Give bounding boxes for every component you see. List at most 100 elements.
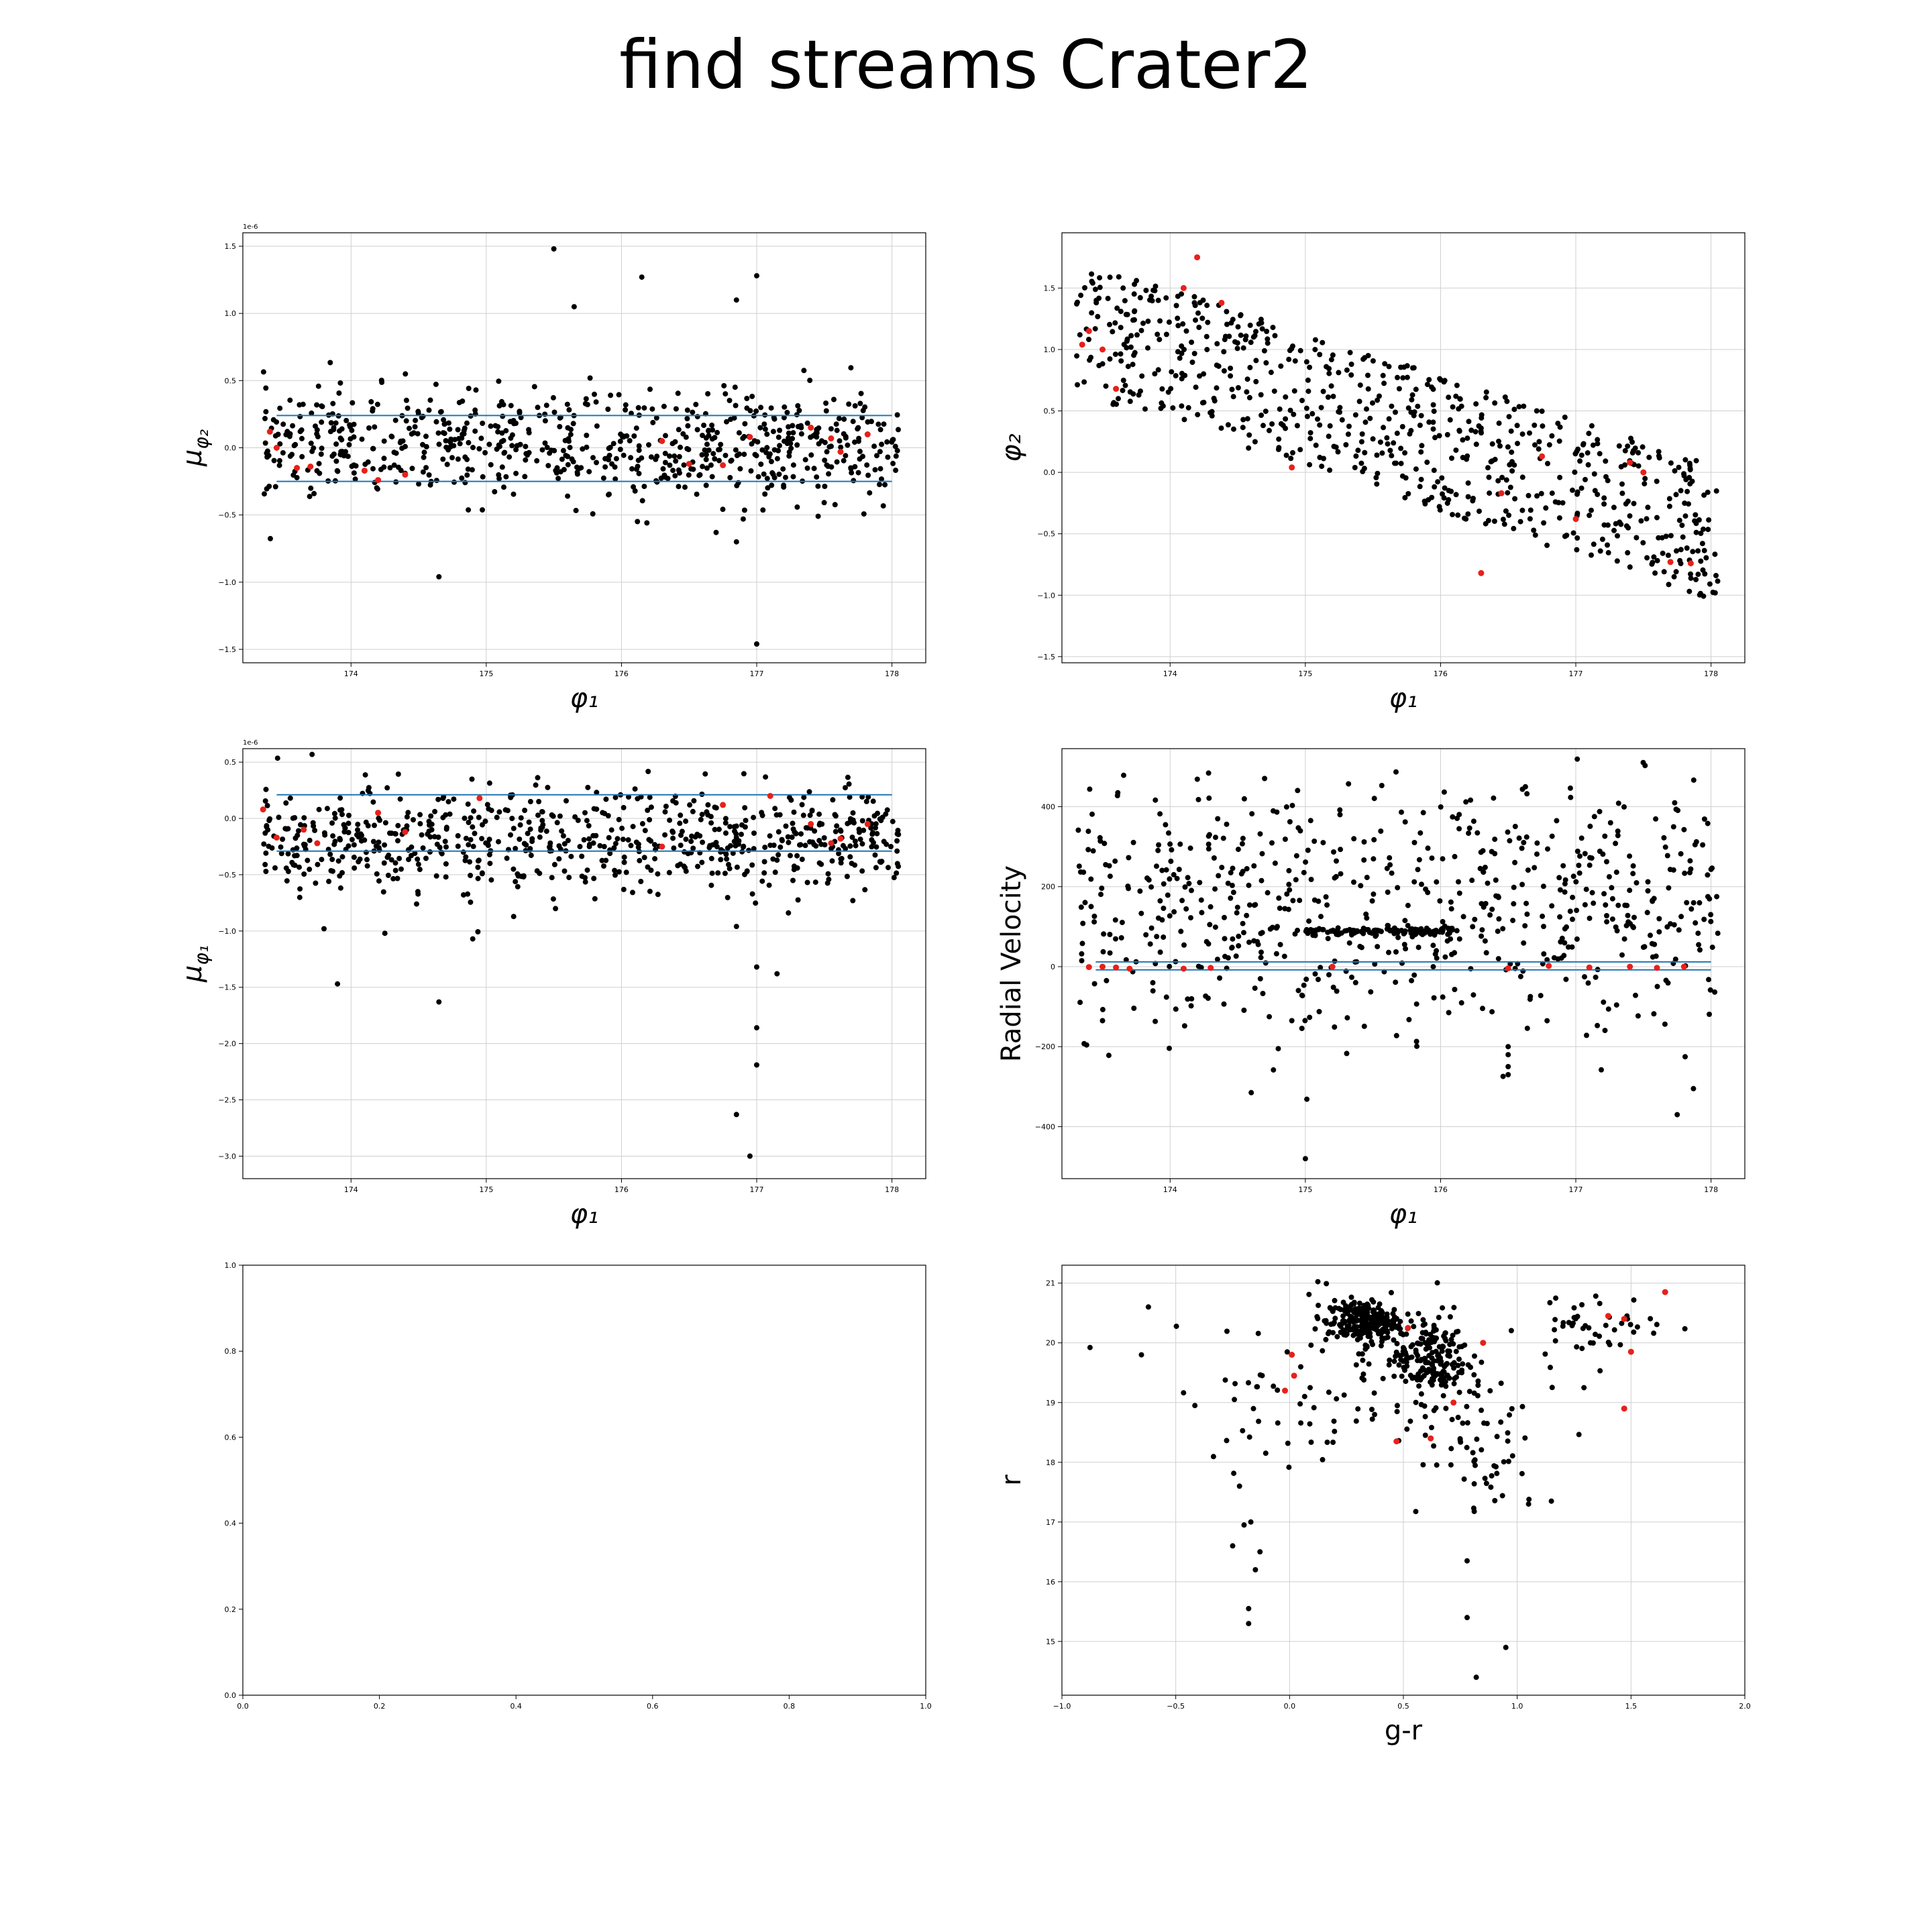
data-point: [1601, 999, 1607, 1005]
data-point: [855, 470, 861, 476]
data-point: [1544, 542, 1550, 548]
data-point: [429, 826, 435, 833]
data-point: [1422, 1432, 1428, 1438]
data-point: [564, 401, 570, 407]
data-point: [1431, 1322, 1437, 1328]
data-point: [631, 433, 637, 439]
data-point: [586, 469, 592, 475]
data-point: [1519, 474, 1525, 480]
data-point: [614, 836, 621, 842]
data-point: [1468, 797, 1474, 803]
data-point: [1503, 477, 1509, 483]
data-point: [1214, 341, 1220, 347]
y-tick-label: −3.0: [218, 1152, 236, 1161]
data-point: [1225, 880, 1231, 886]
data-point: [292, 441, 299, 447]
data-point: [501, 450, 507, 456]
data-point: [498, 398, 504, 405]
data-point: [1423, 1346, 1429, 1352]
data-point: [1091, 981, 1097, 987]
data-point: [1472, 429, 1479, 435]
data-point: [1177, 841, 1183, 847]
data-point: [1457, 1436, 1463, 1442]
data-point: [1684, 545, 1690, 551]
data-point: [1275, 1387, 1281, 1393]
data-point: [1486, 474, 1492, 480]
data-point: [319, 857, 325, 863]
data-point: [1198, 897, 1204, 903]
data-point: [1260, 991, 1266, 996]
data-point: [1360, 356, 1366, 362]
data-point: [1411, 1324, 1417, 1330]
data-point: [308, 440, 314, 446]
data-point: [1417, 423, 1423, 428]
highlighted-point: [686, 461, 692, 467]
data-point: [1592, 488, 1598, 494]
data-point: [775, 852, 782, 858]
data-point: [1474, 1436, 1480, 1442]
data-point: [1656, 916, 1662, 922]
data-point: [1408, 1344, 1414, 1350]
data-point: [333, 420, 339, 426]
data-point: [494, 814, 500, 820]
data-point: [1481, 1420, 1487, 1426]
data-point: [645, 769, 651, 774]
highlighted-point: [837, 835, 844, 842]
data-point: [683, 868, 689, 874]
data-point: [398, 468, 404, 474]
data-point: [648, 454, 654, 460]
data-point: [1437, 898, 1443, 904]
data-point: [1281, 953, 1287, 959]
data-point: [574, 470, 580, 475]
data-point: [264, 454, 270, 460]
data-point: [1091, 919, 1097, 925]
data-point: [1292, 931, 1298, 937]
data-point: [441, 431, 447, 437]
data-point: [1361, 839, 1367, 845]
data-point: [1243, 333, 1249, 339]
data-point: [733, 447, 739, 453]
data-point: [1618, 521, 1624, 527]
data-point: [1595, 437, 1601, 443]
data-point: [716, 826, 722, 833]
data-point: [703, 482, 709, 488]
data-point: [1326, 433, 1332, 439]
data-point: [339, 426, 345, 432]
data-point: [557, 424, 563, 429]
data-point: [1448, 1446, 1454, 1452]
data-point: [679, 828, 685, 835]
highlighted-point: [273, 835, 280, 841]
data-point: [1460, 1361, 1466, 1367]
data-point: [1303, 859, 1309, 865]
data-point: [565, 837, 571, 843]
data-point: [1468, 966, 1474, 972]
highlighted-point: [720, 462, 727, 468]
data-point: [1107, 950, 1113, 956]
data-point: [1404, 363, 1410, 369]
data-point: [534, 458, 540, 464]
data-point: [1708, 912, 1714, 918]
data-point: [1130, 362, 1136, 368]
data-point: [1338, 1307, 1344, 1313]
data-point: [314, 468, 320, 474]
data-point: [1150, 979, 1156, 985]
data-point: [733, 924, 739, 930]
data-point: [1678, 851, 1684, 857]
data-point: [496, 809, 502, 815]
highlighted-point: [1621, 1405, 1627, 1412]
data-point: [566, 407, 572, 413]
y-tick-label: 0.8: [225, 1347, 237, 1356]
data-point: [527, 826, 533, 833]
data-point: [1308, 1439, 1314, 1445]
data-point: [1675, 808, 1681, 814]
data-point: [1482, 1475, 1488, 1481]
data-point: [1214, 957, 1220, 963]
data-point: [1185, 875, 1191, 881]
data-point: [1587, 823, 1593, 829]
data-point: [1359, 431, 1365, 437]
data-point: [873, 865, 879, 871]
data-point: [1318, 965, 1324, 971]
data-point: [896, 863, 902, 869]
data-point: [1404, 374, 1410, 380]
data-point: [801, 368, 807, 374]
